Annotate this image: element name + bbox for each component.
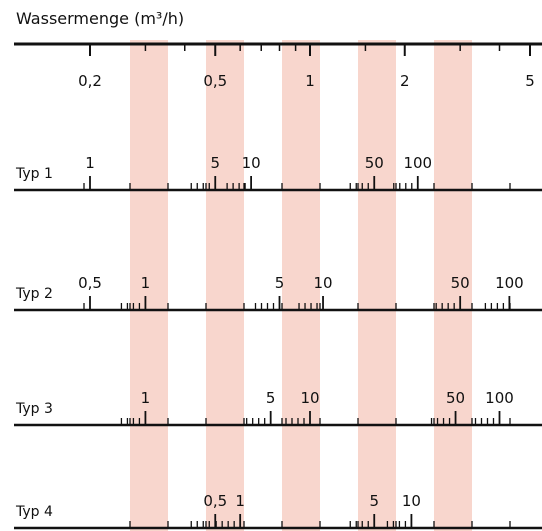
typ-label: 50 <box>451 274 470 292</box>
typ-label: 100 <box>485 389 514 407</box>
typ-label: 1 <box>85 154 95 172</box>
chart-title: Wassermenge (m³/h) <box>16 9 184 28</box>
band <box>206 40 244 531</box>
typ-label: 100 <box>495 274 524 292</box>
typ-name: Typ 4 <box>15 504 53 520</box>
top-scale-label: 1 <box>305 72 315 90</box>
top-scale-label: 5 <box>525 72 535 90</box>
typ-label: 10 <box>242 154 261 172</box>
typ-label: 100 <box>403 154 432 172</box>
band <box>434 40 472 531</box>
typ-label: 50 <box>446 389 465 407</box>
band <box>282 40 320 531</box>
typ-label: 5 <box>369 492 379 510</box>
top-scale: 0,2 0,5 1 2 5 <box>14 42 542 90</box>
typ-label: 50 <box>365 154 384 172</box>
typ-name: Typ 3 <box>15 401 53 417</box>
typ-name: Typ 2 <box>15 286 53 302</box>
highlight-bands <box>130 40 472 531</box>
typ-label: 5 <box>210 154 220 172</box>
typ-label: 1 <box>141 274 151 292</box>
typ-label: 0,5 <box>78 274 102 292</box>
top-scale-label: 2 <box>400 72 410 90</box>
typ-label: 10 <box>300 389 319 407</box>
band <box>358 40 396 531</box>
band <box>130 40 168 531</box>
typ-label: 1 <box>235 492 245 510</box>
typ-scale-2: Typ 2 0,5 1 5 10 50 100 <box>14 274 542 312</box>
top-scale-label: 0,2 <box>78 72 102 90</box>
typ-name: Typ 1 <box>15 166 53 182</box>
typ-label: 5 <box>275 274 285 292</box>
typ-label: 0,5 <box>203 492 227 510</box>
typ-scale-1: Typ 1 1 5 10 50 100 <box>14 154 542 192</box>
top-scale-label: 0,5 <box>203 72 227 90</box>
typ-scale-3: Typ 3 1 5 10 50 100 <box>14 389 542 427</box>
typ-label: 10 <box>313 274 332 292</box>
typ-label: 1 <box>141 389 151 407</box>
typ-label: 5 <box>266 389 276 407</box>
typ-label: 10 <box>402 492 421 510</box>
typ-scale-4: Typ 4 0,5 1 5 10 <box>14 492 542 530</box>
